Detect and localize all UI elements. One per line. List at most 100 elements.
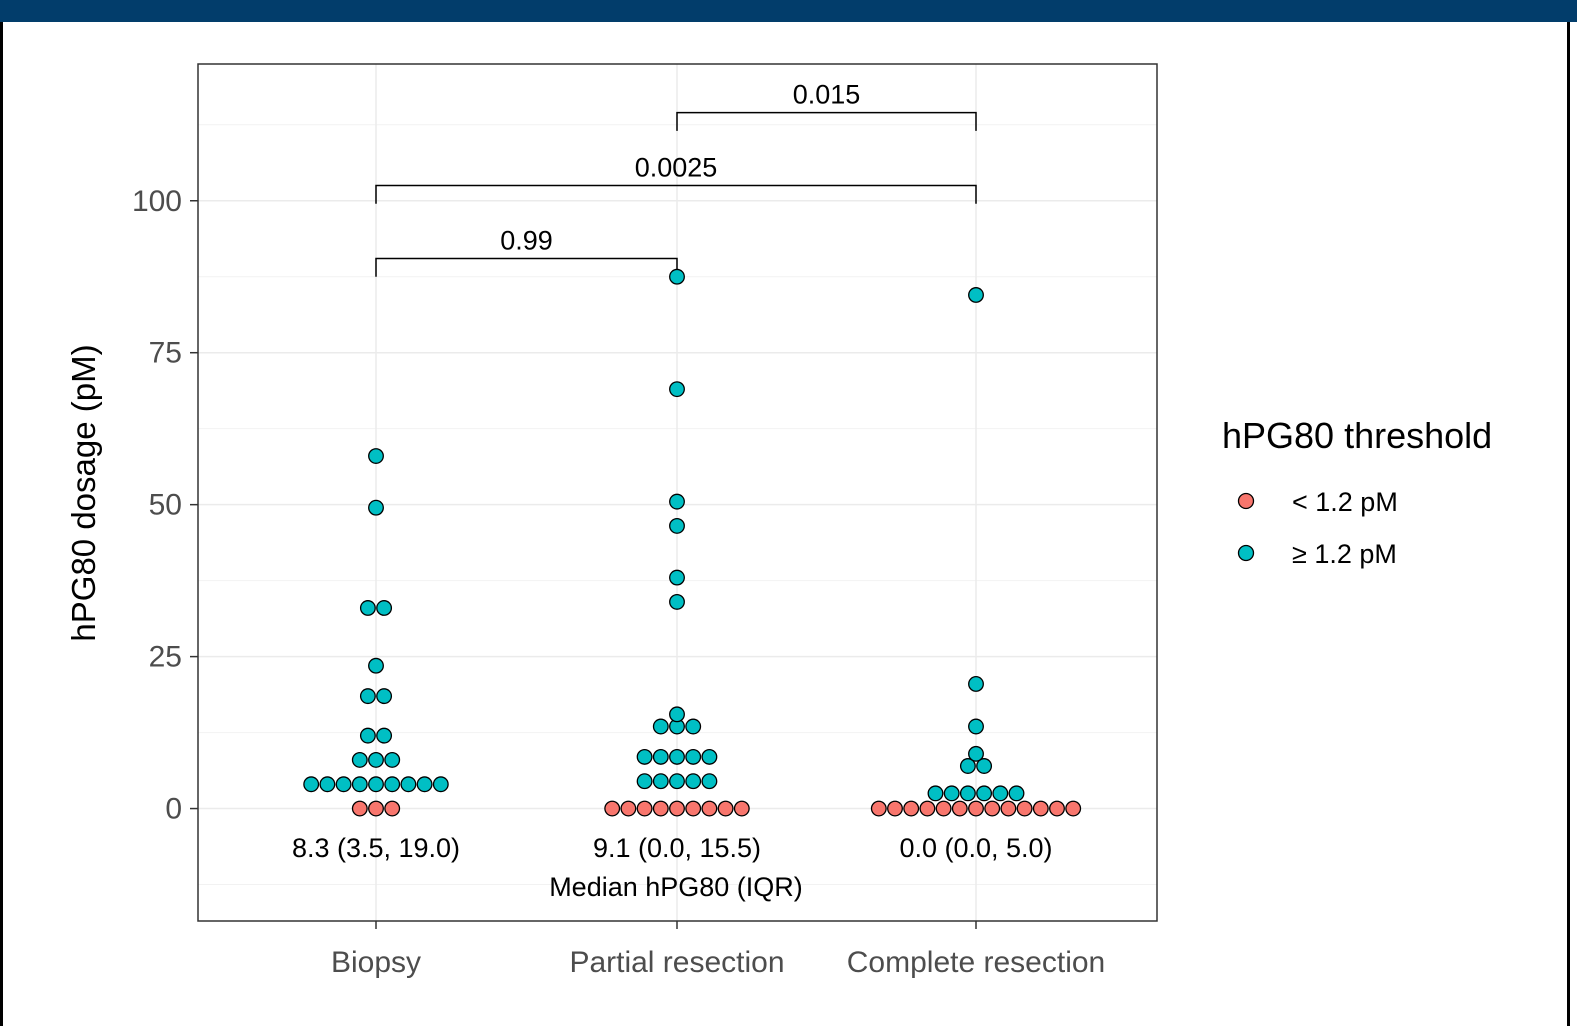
data-point [1065, 800, 1082, 817]
data-point [887, 800, 903, 817]
data-point [652, 718, 669, 735]
data-point [717, 800, 734, 817]
data-point [351, 751, 368, 768]
data-point [368, 499, 384, 516]
data-point [652, 773, 669, 790]
y-tick-label: 0 [165, 793, 182, 826]
data-point [368, 751, 384, 768]
significance-bracket [375, 184, 977, 204]
data-point [943, 785, 960, 802]
data-point [669, 381, 685, 398]
median-label-biopsy: 8.3 (3.5, 19.0) [292, 833, 460, 863]
legend-key-above-threshold [1237, 544, 1255, 562]
data-points [303, 268, 1082, 817]
data-point [951, 800, 968, 817]
data-point [652, 748, 669, 765]
top-banner [0, 0, 1577, 22]
data-point [968, 800, 984, 817]
data-point [984, 800, 1001, 817]
data-point [968, 287, 984, 303]
data-point [976, 758, 993, 774]
data-point [685, 800, 702, 817]
data-point [701, 748, 718, 765]
data-point [376, 600, 393, 616]
y-tick-label: 50 [149, 489, 182, 522]
data-point [400, 776, 417, 793]
legend: hPG80 threshold < 1.2 pM ≥ 1.2 pM [1222, 415, 1492, 569]
data-point [669, 569, 685, 586]
data-point [1016, 800, 1033, 817]
data-point [335, 776, 352, 793]
x-tick-label: Partial resection [569, 946, 784, 979]
data-point [669, 493, 685, 510]
data-point [669, 706, 685, 723]
data-point [959, 785, 976, 802]
data-point [384, 800, 401, 817]
data-point [669, 773, 685, 790]
data-point [1049, 800, 1065, 817]
data-point [669, 593, 685, 610]
data-point [669, 517, 685, 534]
data-point [432, 776, 449, 793]
data-point [701, 773, 718, 790]
axes: 0 25 50 75 100 Biopsy Partial resection Complet… [132, 185, 1105, 979]
data-point [870, 800, 887, 817]
x-tick-label: Biopsy [331, 946, 421, 979]
data-point [968, 676, 984, 692]
grid [198, 64, 1157, 921]
significance-bracket [676, 111, 977, 131]
data-point [1032, 800, 1049, 817]
legend-key-below-threshold [1237, 492, 1255, 510]
legend-label-above-threshold: ≥ 1.2 pM [1292, 539, 1397, 569]
data-point [1008, 785, 1025, 802]
data-point [359, 600, 376, 616]
y-tick-label: 100 [132, 185, 182, 218]
data-point [968, 745, 984, 762]
data-point [604, 800, 621, 817]
data-point [303, 776, 320, 793]
data-point [359, 727, 376, 744]
data-point [701, 800, 718, 817]
data-point [636, 773, 653, 790]
data-point [351, 776, 368, 793]
data-point [968, 718, 984, 735]
figure-frame [0, 22, 1570, 1026]
median-caption: Median hPG80 (IQR) [549, 872, 803, 902]
data-point [935, 800, 952, 817]
data-point [384, 751, 401, 768]
y-axis-title: hPG80 dosage (pM) [65, 344, 102, 641]
p-value-label: 0.015 [793, 80, 861, 110]
data-point [685, 748, 702, 765]
significance-bracket [375, 257, 678, 277]
data-point [992, 785, 1009, 802]
significance-brackets: 0.015 0.0025 0.99 [375, 80, 977, 277]
data-point [976, 785, 993, 802]
data-point [959, 758, 976, 774]
data-point [669, 800, 685, 817]
data-point [359, 688, 376, 705]
p-value-label: 0.0025 [635, 153, 718, 183]
data-point [620, 800, 637, 817]
legend-label-below-threshold: < 1.2 pM [1292, 487, 1398, 517]
data-point [351, 800, 368, 817]
p-value-label: 0.99 [500, 225, 553, 255]
data-point [919, 800, 936, 817]
data-point [636, 800, 653, 817]
data-point [733, 800, 750, 817]
data-point [368, 657, 384, 674]
data-point [927, 785, 944, 802]
data-point [368, 448, 384, 464]
legend-title: hPG80 threshold [1222, 415, 1492, 456]
data-point [903, 800, 920, 817]
data-point [319, 776, 336, 793]
data-point [368, 800, 384, 817]
data-point [384, 776, 401, 793]
data-point [685, 718, 702, 735]
data-point [1000, 800, 1017, 817]
median-label-partial: 9.1 (0.0, 15.5) [593, 833, 761, 863]
y-tick-label: 25 [149, 641, 182, 674]
data-point [376, 688, 393, 705]
x-tick-label: Complete resection [847, 946, 1105, 979]
data-point [669, 268, 685, 285]
